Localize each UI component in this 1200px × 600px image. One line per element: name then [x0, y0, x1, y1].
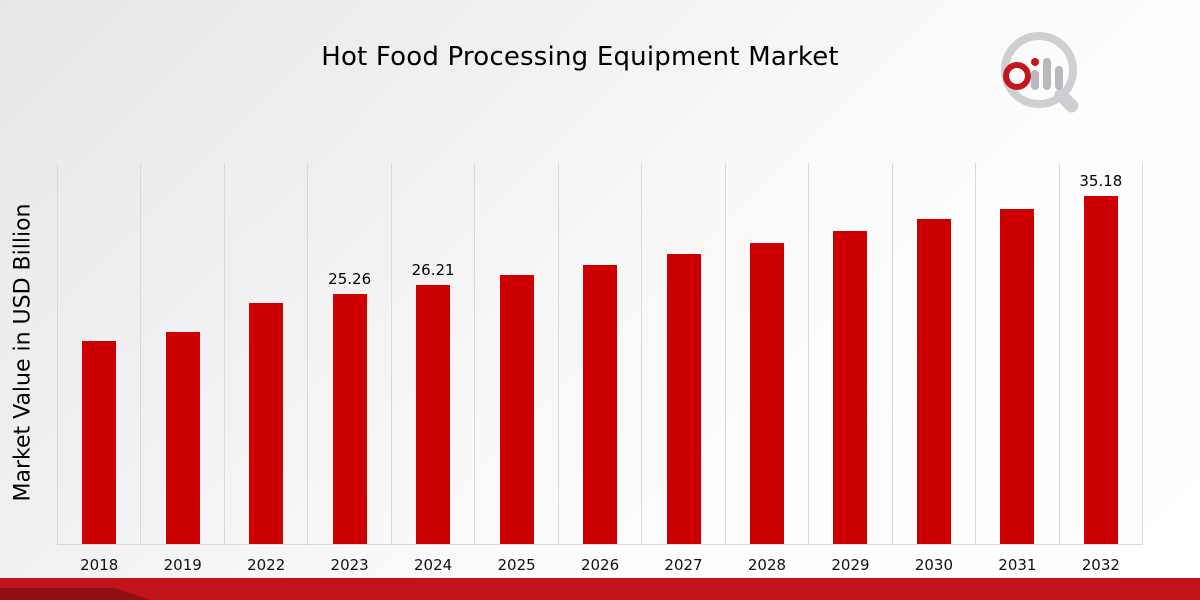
- bar-2023: [332, 294, 367, 544]
- chart-column-2031: 2031: [975, 163, 1058, 574]
- bar-2019: [165, 332, 200, 544]
- x-tick-2025: 2025: [497, 556, 536, 574]
- bar-2022: [249, 303, 284, 544]
- logo-bar-3: [1055, 66, 1063, 90]
- chart-column-2018: 2018: [57, 163, 140, 574]
- market-research-logo: [1001, 32, 1079, 113]
- value-label-2023: 25.26: [328, 270, 372, 288]
- chart-column-2029: 2029: [808, 163, 891, 574]
- logo-magnifier-handle: [1054, 88, 1079, 113]
- value-label-2032: 35.18: [1079, 172, 1123, 190]
- x-tick-2019: 2019: [163, 556, 202, 574]
- bottom-accent-strip-dark: [0, 588, 150, 600]
- chart-column-2028: 2028: [724, 163, 808, 574]
- bar-2028: [749, 243, 784, 544]
- chart-column-2027: 2027: [641, 163, 724, 574]
- bar-2029: [833, 231, 868, 544]
- logo-bar-2: [1043, 58, 1051, 90]
- chart-column-2019: 2019: [140, 163, 223, 574]
- x-tick-2030: 2030: [914, 556, 954, 574]
- chart-column-2025: 2025: [474, 163, 557, 574]
- chart-title: Hot Food Processing Equipment Market: [321, 42, 839, 72]
- chart-column-2023: 25.26 2023: [307, 163, 390, 574]
- x-tick-2026: 2026: [580, 556, 620, 574]
- x-tick-2018: 2018: [80, 556, 119, 574]
- y-axis-label: Market Value in USD Billion: [10, 203, 36, 502]
- logo-bar-1: [1031, 70, 1039, 90]
- logo-red-dot: [1031, 58, 1039, 66]
- x-tick-2022: 2022: [247, 556, 286, 574]
- chart-column-2026: 2026: [557, 163, 641, 574]
- chart-column-2030: 2030: [891, 163, 975, 574]
- logo-red-ring: [1003, 62, 1031, 90]
- bottom-accent-strip: [0, 578, 1200, 600]
- chart-column-2024: 26.21 2024: [390, 163, 474, 574]
- bar-2027: [666, 254, 701, 544]
- x-tick-2028: 2028: [747, 556, 787, 574]
- chart-column-2022: 2022: [223, 163, 307, 574]
- plot-area: 2018 2019 2022 25.26 2023 26.21 2024 2025 2026 20…: [57, 163, 1143, 574]
- x-tick-2027: 2027: [664, 556, 703, 574]
- x-tick-2031: 2031: [998, 556, 1037, 574]
- x-tick-2029: 2029: [831, 556, 870, 574]
- bar-2018: [82, 341, 117, 544]
- bar-2031: [1000, 209, 1035, 544]
- x-tick-2023: 2023: [330, 556, 369, 574]
- bar-2030: [916, 219, 951, 544]
- x-tick-2024: 2024: [414, 556, 453, 574]
- bar-2025: [499, 275, 534, 544]
- chart-column-2032: 35.18 2032: [1058, 163, 1142, 574]
- value-label-2024: 26.21: [411, 261, 455, 279]
- x-tick-2032: 2032: [1081, 556, 1120, 574]
- bar-2026: [583, 265, 618, 544]
- bar-2032: [1083, 196, 1118, 544]
- y-axis-label-wrap: Market Value in USD Billion: [0, 160, 46, 545]
- bar-2024: [416, 285, 451, 544]
